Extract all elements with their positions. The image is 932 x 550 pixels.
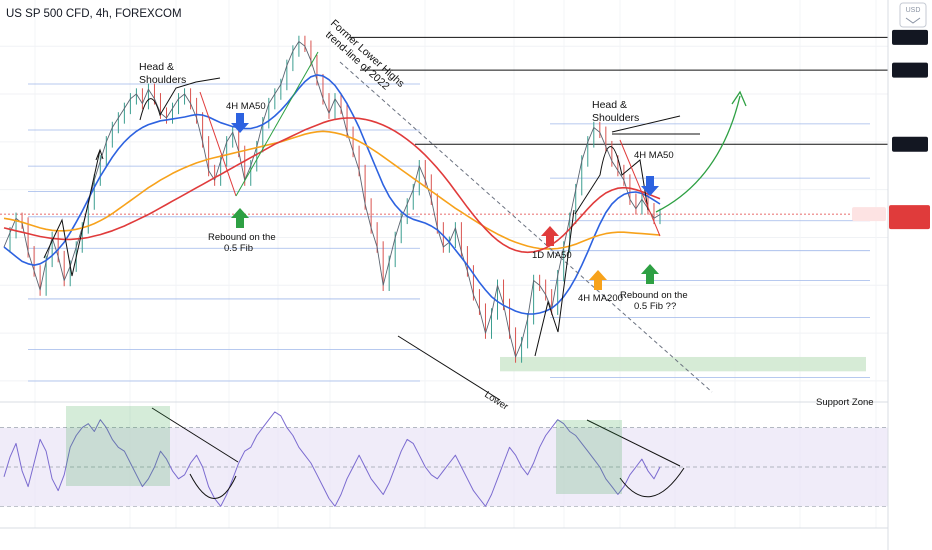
red-decline-arrow <box>199 91 237 197</box>
rsi-cup-1 <box>189 473 237 499</box>
fib-levels <box>28 83 870 382</box>
rsi-highlight-1 <box>66 406 170 486</box>
hs2-line2: Shoulders <box>592 112 639 124</box>
currency-badge-label: USD <box>906 7 921 14</box>
rsi-cup-2 <box>619 467 685 498</box>
ma50-label-2: 4H MA50 <box>634 150 674 161</box>
red-drop-arrow-2 <box>619 139 661 237</box>
orange-up-arrow <box>589 270 607 290</box>
price-line <box>3 41 661 358</box>
blue-down-arrow-2 <box>641 176 659 196</box>
hs2-line1: Head & <box>592 99 627 111</box>
level-price-tag <box>892 136 928 152</box>
lower-lows-line <box>397 335 501 401</box>
rsi-panel <box>0 411 888 507</box>
rsi-down-line-1 <box>151 407 239 463</box>
rebound2-line2: 0.5 Fib ?? <box>634 301 676 312</box>
rebound1-line1: Rebound on the <box>208 232 276 243</box>
marker-arrows <box>231 113 659 290</box>
rsi-down-line-2 <box>586 419 681 467</box>
annotations <box>43 51 747 499</box>
hs1-line2: Shoulders <box>139 74 186 86</box>
zigzag-1 <box>43 149 101 277</box>
arrowhead-1 <box>95 148 104 161</box>
green-rally-arrow <box>235 51 319 197</box>
rebound1-line2: 0.5 Fib <box>224 243 253 254</box>
chart-title: US SP 500 CFD, 4h, FOREXCOM <box>6 8 182 20</box>
support-zone-rect <box>500 356 866 372</box>
ma50-label-1: 4H MA50 <box>226 101 266 112</box>
rebound2-line1: Rebound on the <box>620 290 688 301</box>
hs1-line1: Head & <box>139 61 174 73</box>
level-price-tag <box>892 29 928 45</box>
projection-arrow <box>655 95 741 213</box>
ma200-label: 4H MA200 <box>578 293 623 304</box>
support-zone-label: Support Zone <box>816 397 874 408</box>
red-up-arrow <box>541 226 559 246</box>
green-up-arrow-2 <box>641 264 659 284</box>
current-price-tag <box>889 205 930 230</box>
zigzag-2 <box>534 209 575 357</box>
rsi-highlight-2 <box>556 420 622 494</box>
chevron-down-icon <box>905 17 921 24</box>
ma50-1d-label: 1D MA50 <box>532 250 572 261</box>
blue-down-arrow-1 <box>231 113 249 133</box>
head-shoulders-2-drawing <box>574 146 649 215</box>
symbol-tag <box>852 207 886 222</box>
rsi-line <box>3 411 661 507</box>
green-up-arrow-1 <box>231 208 249 228</box>
currency-badge[interactable] <box>899 2 927 28</box>
projection-arrowhead <box>731 90 747 107</box>
neckline-2 <box>611 115 681 133</box>
trendline-lower-highs <box>339 61 713 393</box>
level-price-tag <box>892 62 928 78</box>
head-shoulders-1-drawing <box>139 77 221 121</box>
